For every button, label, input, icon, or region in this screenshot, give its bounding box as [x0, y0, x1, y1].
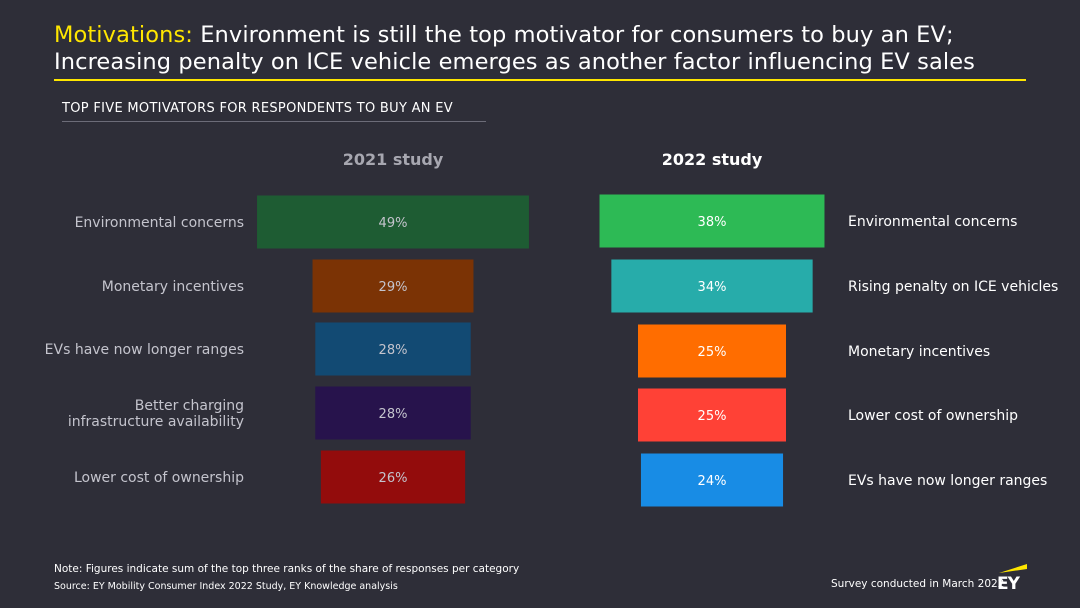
category-label-2022-study-1: Environmental concerns: [848, 214, 1017, 230]
bar-2022-study-5: [640, 453, 784, 507]
value-label-2022-study-3: 25%: [698, 345, 727, 360]
category-label-line: Monetary incentives: [848, 344, 990, 360]
category-label-2021-study-3: EVs have now longer ranges: [45, 342, 244, 358]
category-label-2021-study-5: Lower cost of ownership: [74, 470, 244, 486]
value-label-2022-study-5: 24%: [698, 474, 727, 489]
ey-logo-beam: [999, 564, 1027, 573]
bar-2022-study-2: [611, 259, 813, 313]
category-label-line: Lower cost of ownership: [74, 470, 244, 486]
value-label-2021-study-3: 28%: [379, 343, 408, 358]
category-label-line: Environmental concerns: [848, 214, 1017, 230]
category-label-line: EVs have now longer ranges: [45, 342, 244, 358]
category-label-2022-study-5: EVs have now longer ranges: [848, 473, 1047, 489]
bar-2022-study-3: [638, 324, 786, 378]
page-title: Motivations: Environment is still the to…: [54, 22, 1034, 76]
title-divider: [54, 79, 1026, 81]
value-label-2022-study-4: 25%: [698, 409, 727, 424]
category-label-2021-study-1: Environmental concerns: [75, 215, 244, 231]
category-label-2021-study-2: Monetary incentives: [102, 279, 244, 295]
title-highlight: Motivations:: [54, 22, 193, 48]
category-label-line: Rising penalty on ICE vehicles: [848, 279, 1058, 295]
value-label-2021-study-4: 28%: [379, 407, 408, 422]
bar-2021-study-3: [315, 322, 471, 376]
bar-2021-study-4: [315, 386, 471, 440]
chart-subtitle: TOP FIVE MOTIVATORS FOR RESPONDENTS TO B…: [62, 101, 486, 122]
series-header-2021-study: 2021 study: [343, 150, 444, 169]
title-line-1: Environment is still the top motivator f…: [200, 22, 954, 48]
category-label-line: Lower cost of ownership: [848, 408, 1018, 424]
chart-canvas: 2021 study 49% Environmental concerns 29% Mo…: [45, 150, 1058, 507]
bar-2021-study-2: [312, 259, 474, 313]
survey-date: Survey conducted in March 2022: [831, 578, 1005, 590]
value-label-2021-study-1: 49%: [379, 216, 408, 231]
ey-logo-beam-icon: [999, 564, 1027, 573]
bar-2021-study-1: [257, 195, 529, 249]
bar-2022-study-1: [599, 194, 825, 248]
title-line-2: Increasing penalty on ICE vehicle emerge…: [54, 49, 975, 75]
ey-logo: EY: [997, 564, 1029, 594]
series-header-2022-study: 2022 study: [662, 150, 763, 169]
category-label-line: EVs have now longer ranges: [848, 473, 1047, 489]
category-label-line: Better charging: [135, 398, 244, 414]
category-label-line: Environmental concerns: [75, 215, 244, 231]
value-label-2022-study-2: 34%: [698, 280, 727, 295]
footnote: Note: Figures indicate sum of the top th…: [54, 563, 520, 575]
category-label-line: Monetary incentives: [102, 279, 244, 295]
category-label-line: infrastructure availability: [68, 414, 244, 430]
category-label-2021-study-4: Better charging infrastructure availabili…: [68, 398, 244, 430]
value-label-2021-study-2: 29%: [379, 280, 408, 295]
category-label-2022-study-4: Lower cost of ownership: [848, 408, 1018, 424]
category-label-2022-study-3: Monetary incentives: [848, 344, 990, 360]
source-note: Source: EY Mobility Consumer Index 2022 …: [54, 581, 398, 592]
value-label-2022-study-1: 38%: [698, 215, 727, 230]
bar-2021-study-5: [320, 450, 466, 504]
bar-2022-study-4: [638, 388, 786, 442]
ey-logo-text: EY: [997, 574, 1020, 594]
category-label-2022-study-2: Rising penalty on ICE vehicles: [848, 279, 1058, 295]
value-label-2021-study-5: 26%: [379, 471, 408, 486]
